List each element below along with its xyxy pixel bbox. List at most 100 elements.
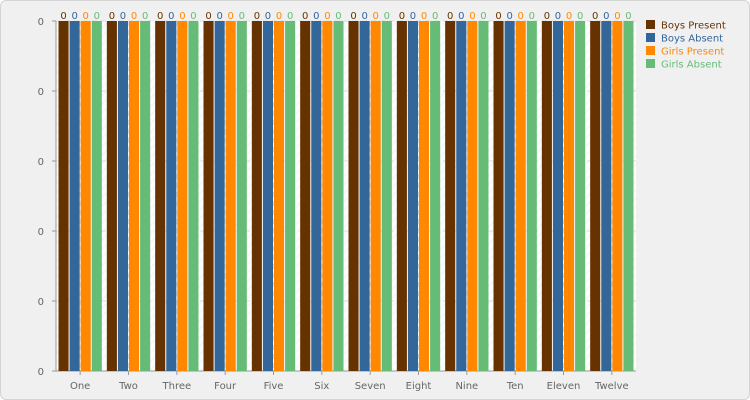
bar bbox=[381, 21, 392, 371]
bar bbox=[478, 21, 489, 371]
bar bbox=[91, 21, 102, 371]
bar bbox=[300, 21, 311, 371]
bar bbox=[445, 21, 456, 371]
data-label: 0 bbox=[480, 11, 486, 22]
bar bbox=[177, 21, 188, 371]
data-label: 0 bbox=[373, 11, 379, 22]
data-label: 0 bbox=[254, 11, 260, 22]
bar bbox=[564, 21, 575, 371]
bar bbox=[612, 21, 623, 371]
y-tick-label: 0 bbox=[38, 297, 44, 308]
data-label: 0 bbox=[335, 11, 341, 22]
x-tick-label: One bbox=[70, 381, 90, 392]
bar bbox=[225, 21, 236, 371]
bar bbox=[117, 21, 128, 371]
bar bbox=[106, 21, 117, 371]
bar bbox=[236, 21, 247, 371]
bar bbox=[251, 21, 262, 371]
bar bbox=[285, 21, 296, 371]
data-label: 0 bbox=[276, 11, 282, 22]
data-label: 0 bbox=[458, 11, 464, 22]
legend-label: Girls Absent bbox=[661, 60, 722, 71]
y-tick-label: 0 bbox=[38, 157, 44, 168]
bar bbox=[526, 21, 537, 371]
data-label: 0 bbox=[469, 11, 475, 22]
bar bbox=[493, 21, 504, 371]
data-label: 0 bbox=[120, 11, 126, 22]
bar bbox=[590, 21, 601, 371]
x-tick-label: Eight bbox=[406, 381, 432, 392]
data-label: 0 bbox=[142, 11, 148, 22]
legend-label: Boys Present bbox=[661, 21, 726, 32]
bar bbox=[333, 21, 344, 371]
data-label: 0 bbox=[399, 11, 405, 22]
legend-label: Girls Present bbox=[661, 47, 724, 58]
legend-swatch bbox=[646, 59, 655, 68]
bar bbox=[541, 21, 552, 371]
bar bbox=[58, 21, 69, 371]
data-label: 0 bbox=[432, 11, 438, 22]
data-label: 0 bbox=[109, 11, 115, 22]
x-tick-label: Ten bbox=[506, 381, 524, 392]
data-label: 0 bbox=[190, 11, 196, 22]
y-axis-ticks: 0 0 0 0 0 0 bbox=[38, 17, 56, 378]
legend-label: Boys Absent bbox=[661, 34, 723, 45]
data-label: 0 bbox=[302, 11, 308, 22]
x-tick-label: Four bbox=[214, 381, 237, 392]
data-label: 0 bbox=[495, 11, 501, 22]
bar bbox=[456, 21, 467, 371]
y-tick-label: 0 bbox=[38, 87, 44, 98]
bar bbox=[274, 21, 285, 371]
legend-swatch bbox=[646, 46, 655, 55]
bar bbox=[515, 21, 526, 371]
data-label: 0 bbox=[603, 11, 609, 22]
x-tick-label: Six bbox=[314, 381, 329, 392]
y-tick-label: 0 bbox=[38, 227, 44, 238]
x-axis-ticks: One Two Three Four Five Six Seven Eight Nine Ten E… bbox=[70, 371, 629, 392]
bar bbox=[504, 21, 515, 371]
data-label: 0 bbox=[265, 11, 271, 22]
data-label: 0 bbox=[94, 11, 100, 22]
legend-swatch bbox=[646, 20, 655, 29]
data-label: 0 bbox=[168, 11, 174, 22]
bar bbox=[575, 21, 586, 371]
data-label: 0 bbox=[506, 11, 512, 22]
data-label: 0 bbox=[361, 11, 367, 22]
data-label: 0 bbox=[447, 11, 453, 22]
data-label: 0 bbox=[287, 11, 293, 22]
data-label: 0 bbox=[529, 11, 535, 22]
bar bbox=[311, 21, 322, 371]
bar bbox=[140, 21, 151, 371]
x-tick-label: Three bbox=[162, 381, 192, 392]
data-label: 0 bbox=[518, 11, 524, 22]
x-tick-label: Two bbox=[118, 381, 138, 392]
bar bbox=[348, 21, 359, 371]
x-tick-label: Eleven bbox=[547, 381, 581, 392]
bar bbox=[129, 21, 140, 371]
data-label: 0 bbox=[410, 11, 416, 22]
data-label: 0 bbox=[614, 11, 620, 22]
data-label: 0 bbox=[544, 11, 550, 22]
data-label: 0 bbox=[83, 11, 89, 22]
x-tick-label: Five bbox=[264, 381, 284, 392]
data-label: 0 bbox=[131, 11, 137, 22]
x-tick-label: Nine bbox=[455, 381, 478, 392]
bar bbox=[623, 21, 634, 371]
bar bbox=[80, 21, 91, 371]
bar bbox=[396, 21, 407, 371]
data-labels: 0 0 0 0 0 0 0 0 0 0 0 00 0 0 0 0 0 0 0 0 0 0 00 0 0 0 0 0 0 0 0 0 0 00 0 0 0… bbox=[60, 11, 631, 22]
plot-area bbox=[56, 21, 636, 371]
data-label: 0 bbox=[421, 11, 427, 22]
data-label: 0 bbox=[313, 11, 319, 22]
x-tick-label: Twelve bbox=[594, 381, 629, 392]
y-tick-label: 0 bbox=[38, 17, 44, 28]
bar bbox=[370, 21, 381, 371]
bar bbox=[359, 21, 370, 371]
data-label: 0 bbox=[228, 11, 234, 22]
data-label: 0 bbox=[179, 11, 185, 22]
bar bbox=[430, 21, 441, 371]
bar bbox=[601, 21, 612, 371]
data-label: 0 bbox=[157, 11, 163, 22]
legend-swatch bbox=[646, 33, 655, 42]
